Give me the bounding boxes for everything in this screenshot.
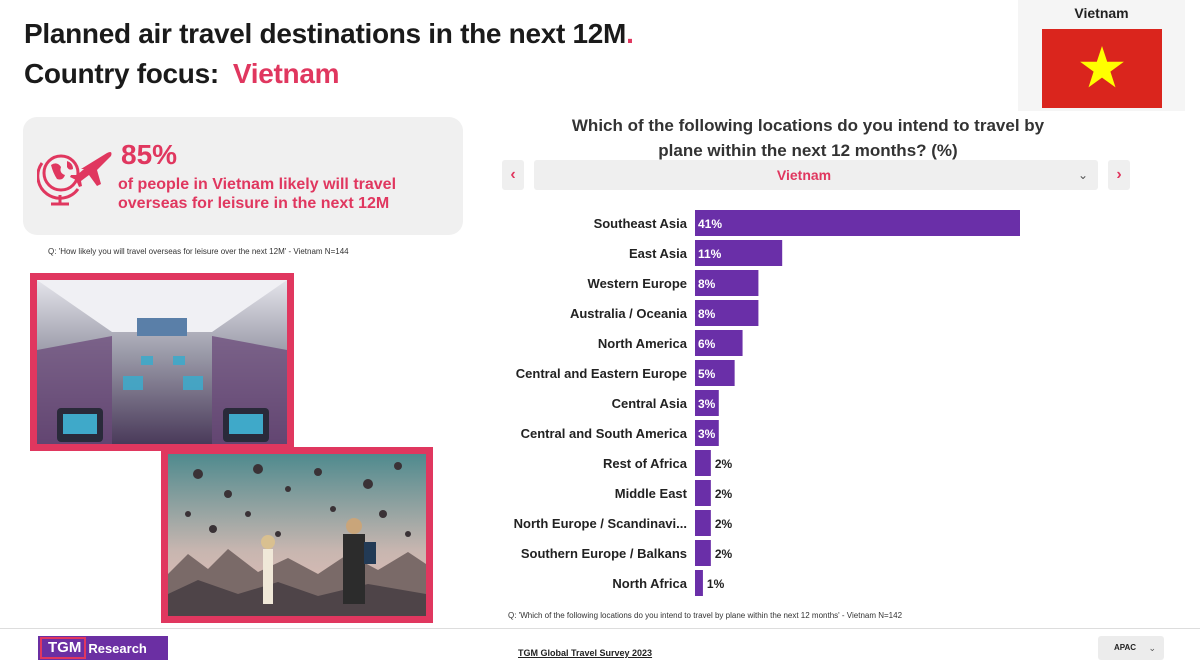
previous-country-button[interactable]: ‹ bbox=[502, 160, 524, 190]
category-label: North America bbox=[598, 336, 688, 351]
bar-value-label: 2% bbox=[715, 547, 733, 561]
category-label: Southeast Asia bbox=[594, 216, 688, 231]
category-label: North Europe / Scandinavi... bbox=[514, 516, 687, 531]
country-dropdown-value: Vietnam bbox=[776, 167, 832, 183]
bar-value-label: 2% bbox=[715, 487, 733, 501]
bar-value-label: 8% bbox=[698, 307, 716, 321]
category-label: Southern Europe / Balkans bbox=[521, 546, 687, 561]
country-dropdown[interactable]: Vietnam ⌄ bbox=[534, 160, 1098, 190]
bar[interactable] bbox=[695, 330, 743, 356]
flag-label: Vietnam bbox=[1074, 5, 1129, 21]
flag-panel: Vietnam bbox=[1018, 0, 1185, 111]
destinations-bar-chart: Southeast Asia 41% East Asia 11% Western Eur… bbox=[514, 210, 1020, 596]
category-label: North Africa bbox=[612, 576, 687, 591]
bar[interactable] bbox=[695, 540, 711, 566]
category-label: Central Asia bbox=[612, 396, 688, 411]
tgm-research-logo[interactable]: TGM Research bbox=[38, 636, 168, 660]
country-focus-heading: Country focus: Vietnam bbox=[24, 58, 340, 90]
hot-air-balloons-photo bbox=[161, 447, 433, 623]
category-label: Australia / Oceania bbox=[570, 306, 688, 321]
category-label: Rest of Africa bbox=[603, 456, 688, 471]
bar[interactable] bbox=[695, 420, 719, 446]
country-focus-label: Country focus: bbox=[24, 58, 219, 89]
bar-value-label: 41% bbox=[698, 217, 722, 231]
flag-star-icon bbox=[1080, 46, 1124, 88]
country-focus-value: Vietnam bbox=[232, 58, 340, 89]
bar[interactable] bbox=[695, 300, 759, 326]
logo-research-text: Research bbox=[88, 640, 147, 656]
chevron-down-icon: ⌄ bbox=[1077, 168, 1088, 182]
stat-footnote: Q: 'How likely you will travel overseas … bbox=[48, 247, 349, 256]
page-title: Planned air travel destinations in the n… bbox=[24, 18, 634, 49]
logo-tgm-text: TGM bbox=[40, 637, 87, 659]
stat-card: 85% of people in Vietnam likely will tra… bbox=[23, 117, 463, 235]
category-label: Central and Eastern Europe bbox=[516, 366, 687, 381]
chart-question: Which of the following locations do you … bbox=[571, 116, 1045, 160]
bar[interactable] bbox=[695, 450, 711, 476]
bar[interactable] bbox=[695, 360, 735, 386]
stat-description: of people in Vietnam likely will travel … bbox=[118, 176, 397, 212]
bar[interactable] bbox=[695, 390, 719, 416]
region-dropdown-value: APAC bbox=[1114, 643, 1137, 652]
bar[interactable] bbox=[695, 480, 711, 506]
bar-value-label: 5% bbox=[698, 367, 716, 381]
chart-footnote: Q: 'Which of the following locations do … bbox=[508, 611, 903, 620]
region-dropdown[interactable]: APAC ⌄ bbox=[1098, 636, 1164, 660]
bar-value-label: 6% bbox=[698, 337, 716, 351]
category-label: Middle East bbox=[615, 486, 688, 501]
title-dot: . bbox=[626, 18, 634, 49]
bar-value-label: 8% bbox=[698, 277, 716, 291]
bar-value-label: 11% bbox=[698, 247, 722, 261]
bar-value-label: 2% bbox=[715, 517, 733, 531]
bar[interactable] bbox=[695, 270, 759, 296]
bar-value-label: 3% bbox=[698, 427, 716, 441]
category-label: East Asia bbox=[629, 246, 688, 261]
bar-value-label: 3% bbox=[698, 397, 716, 411]
bar[interactable] bbox=[695, 570, 703, 596]
globe-plane-icon bbox=[37, 152, 112, 206]
footer-divider bbox=[0, 628, 1200, 629]
bar[interactable] bbox=[695, 240, 783, 266]
category-label: Central and South America bbox=[521, 426, 688, 441]
airplane-cabin-photo bbox=[30, 273, 294, 451]
bar[interactable] bbox=[695, 510, 711, 536]
vietnam-flag bbox=[1042, 29, 1162, 108]
bar-value-label: 2% bbox=[715, 457, 733, 471]
chevron-down-icon: ⌄ bbox=[1148, 643, 1156, 653]
bar[interactable] bbox=[695, 210, 1020, 236]
category-label: Western Europe bbox=[588, 276, 687, 291]
next-country-button[interactable]: › bbox=[1108, 160, 1130, 190]
survey-link[interactable]: TGM Global Travel Survey 2023 bbox=[518, 648, 653, 658]
stat-percent: 85% bbox=[121, 139, 178, 170]
bar-value-label: 1% bbox=[707, 577, 725, 591]
